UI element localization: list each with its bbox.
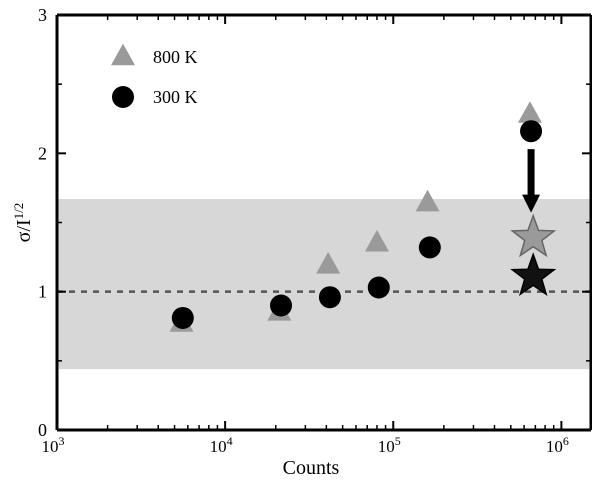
x-tick-label: 103	[42, 434, 65, 456]
y-axis-title: σ/I1/2	[11, 203, 35, 243]
star-point-black	[510, 252, 557, 297]
triangle-point-800k	[415, 189, 440, 212]
y-tick-label: 3	[38, 5, 47, 25]
legend-label: 300 K	[153, 87, 198, 107]
band-layer	[57, 198, 591, 370]
legend-marker-300k	[112, 86, 134, 108]
y-tick-label: 2	[38, 143, 47, 163]
circle-point-300k	[520, 120, 543, 143]
circle-point-300k	[367, 276, 390, 299]
circle-point-300k	[270, 294, 293, 317]
y-tick-label: 0	[38, 420, 47, 440]
y-tick-label: 1	[38, 282, 47, 302]
triangle-point-800k	[517, 101, 542, 123]
circle-point-300k	[418, 236, 441, 259]
x-tick-label: 105	[378, 434, 401, 456]
x-tick-label: 106	[546, 434, 569, 456]
triangle-point-800k	[316, 251, 341, 274]
circle-point-300k	[171, 306, 194, 329]
arrow-head	[522, 194, 541, 213]
legend: 800 K 300 K	[111, 43, 198, 108]
axes-layer: 0 1 2 3 103 104 105 106	[38, 5, 592, 456]
circle-point-300k	[318, 286, 341, 309]
shaded-band	[57, 198, 591, 370]
x-tick-label: 104	[210, 434, 233, 456]
axis-labels-layer: Counts σ/I1/2	[11, 203, 340, 479]
marks-layer	[169, 101, 557, 332]
legend-marker-800k	[111, 43, 135, 66]
star-point-gray	[510, 213, 557, 258]
triangle-point-800k	[364, 229, 389, 252]
x-axis-title: Counts	[283, 457, 340, 477]
legend-label: 800 K	[153, 47, 198, 67]
